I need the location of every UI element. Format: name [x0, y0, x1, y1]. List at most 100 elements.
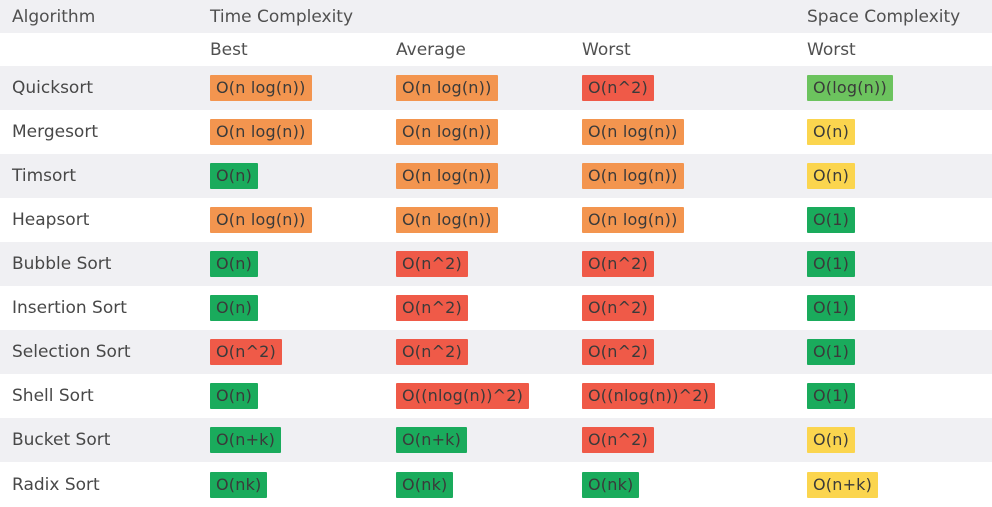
algorithm-name: Radix Sort [12, 474, 100, 495]
space-cell: O(n) [807, 418, 856, 462]
complexity-badge: O(n^2) [582, 251, 655, 277]
table-row: Insertion Sort O(n) O(n^2) O(n^2) O(1) [0, 286, 992, 330]
algorithm-name: Bucket Sort [12, 430, 111, 450]
table-row: Quicksort O(n log(n)) O(n log(n)) O(n^2) O(l… [0, 66, 992, 110]
complexity-badge: O(n^2) [396, 251, 469, 277]
worst-header-label: Worst [582, 39, 631, 60]
worst-cell: O(nk) [582, 462, 640, 507]
average-cell: O((nlog(n))^2) [396, 374, 530, 418]
table-body: Quicksort O(n log(n)) O(n log(n)) O(n^2) O(l… [0, 66, 992, 507]
complexity-badge: O(n^2) [396, 339, 469, 365]
complexity-badge: O(n log(n)) [210, 119, 312, 145]
complexity-badge: O(1) [807, 207, 856, 233]
complexity-badge: O(n^2) [582, 295, 655, 321]
average-cell: O(n^2) [396, 286, 469, 330]
best-column-header: Best [210, 33, 248, 66]
table-row: Bubble Sort O(n) O(n^2) O(n^2) O(1) [0, 242, 992, 286]
best-cell: O(n^2) [210, 330, 283, 374]
algorithm-column-header: Algorithm [12, 0, 95, 33]
average-cell: O(n log(n)) [396, 198, 498, 242]
complexity-badge: O(n log(n)) [582, 207, 684, 233]
complexity-badge: O(n log(n)) [396, 119, 498, 145]
best-cell: O(n log(n)) [210, 66, 312, 110]
complexity-badge: O(n^2) [582, 339, 655, 365]
algorithm-name: Timsort [12, 166, 77, 186]
complexity-badge: O(1) [807, 383, 856, 409]
algorithm-name: Heapsort [12, 210, 90, 230]
complexity-badge: O((nlog(n))^2) [582, 383, 716, 409]
algorithm-cell: Shell Sort [12, 374, 94, 418]
worst-cell: O(n log(n)) [582, 154, 684, 198]
worst-cell: O(n^2) [582, 242, 655, 286]
average-cell: O(n^2) [396, 242, 469, 286]
algorithm-header-label: Algorithm [12, 6, 96, 27]
complexity-badge: O(n log(n)) [582, 163, 684, 189]
time-complexity-label: Time Complexity [210, 6, 354, 27]
space-cell: O(1) [807, 330, 856, 374]
complexity-badge: O(n+k) [210, 427, 282, 453]
complexity-badge: O(1) [807, 295, 856, 321]
time-complexity-group-header: Time Complexity [210, 0, 353, 33]
algorithm-cell: Heapsort [12, 198, 89, 242]
complexity-badge: O(n) [807, 427, 856, 453]
algorithm-cell: Quicksort [12, 66, 93, 110]
best-cell: O(n+k) [210, 418, 282, 462]
algorithm-cell: Insertion Sort [12, 286, 127, 330]
space-complexity-group-header: Space Complexity [807, 0, 960, 33]
complexity-badge: O(n^2) [210, 339, 283, 365]
algorithm-name: Mergesort [12, 122, 98, 142]
best-cell: O(n log(n)) [210, 198, 312, 242]
table-row: Selection Sort O(n^2) O(n^2) O(n^2) O(1) [0, 330, 992, 374]
algorithm-cell: Bubble Sort [12, 242, 111, 286]
space-complexity-label: Space Complexity [807, 6, 961, 27]
complexity-badge: O(n) [807, 119, 856, 145]
space-worst-column-header: Worst [807, 33, 856, 66]
table-row: Mergesort O(n log(n)) O(n log(n)) O(n log(n… [0, 110, 992, 154]
best-cell: O(n) [210, 242, 259, 286]
complexity-badge: O(n) [210, 383, 259, 409]
algorithm-cell: Timsort [12, 154, 76, 198]
space-cell: O(1) [807, 242, 856, 286]
best-cell: O(n) [210, 374, 259, 418]
table-row: Timsort O(n) O(n log(n)) O(n log(n)) O(n) [0, 154, 992, 198]
average-column-header: Average [396, 33, 466, 66]
average-cell: O(n log(n)) [396, 66, 498, 110]
complexity-badge: O(n log(n)) [582, 119, 684, 145]
space-cell: O(1) [807, 374, 856, 418]
worst-cell: O(n log(n)) [582, 110, 684, 154]
complexity-badge: O(n) [807, 163, 856, 189]
space-cell: O(1) [807, 286, 856, 330]
algorithm-cell: Bucket Sort [12, 418, 110, 462]
worst-cell: O(n^2) [582, 330, 655, 374]
complexity-badge: O(n) [210, 251, 259, 277]
complexity-badge: O(log(n)) [807, 75, 893, 101]
complexity-badge: O(n^2) [582, 427, 655, 453]
complexity-badge: O(nk) [210, 471, 268, 498]
algorithm-cell: Radix Sort [12, 462, 100, 507]
table-row: Radix Sort O(nk) O(nk) O(nk) O(n+k) [0, 462, 992, 507]
table-row: Heapsort O(n log(n)) O(n log(n)) O(n log(n)… [0, 198, 992, 242]
complexity-badge: O(n log(n)) [396, 75, 498, 101]
algorithm-cell: Mergesort [12, 110, 98, 154]
space-cell: O(n+k) [807, 462, 879, 507]
average-header-label: Average [396, 39, 466, 60]
header-row-groups: Algorithm Time Complexity Space Complexi… [0, 0, 992, 33]
complexity-badge: O(n log(n)) [210, 75, 312, 101]
worst-cell: O(n^2) [582, 286, 655, 330]
complexity-badge: O(nk) [582, 471, 640, 498]
best-cell: O(n log(n)) [210, 110, 312, 154]
algorithm-cell: Selection Sort [12, 330, 131, 374]
complexity-badge: O(n log(n)) [210, 207, 312, 233]
worst-cell: O(n log(n)) [582, 198, 684, 242]
complexity-badge: O((nlog(n))^2) [396, 383, 530, 409]
space-cell: O(n) [807, 110, 856, 154]
complexity-badge: O(1) [807, 339, 856, 365]
best-cell: O(nk) [210, 462, 268, 507]
worst-cell: O(n^2) [582, 66, 655, 110]
average-cell: O(n log(n)) [396, 110, 498, 154]
worst-cell: O(n^2) [582, 418, 655, 462]
table-row: Bucket Sort O(n+k) O(n+k) O(n^2) O(n) [0, 418, 992, 462]
space-cell: O(n) [807, 154, 856, 198]
complexity-badge: O(1) [807, 251, 856, 277]
